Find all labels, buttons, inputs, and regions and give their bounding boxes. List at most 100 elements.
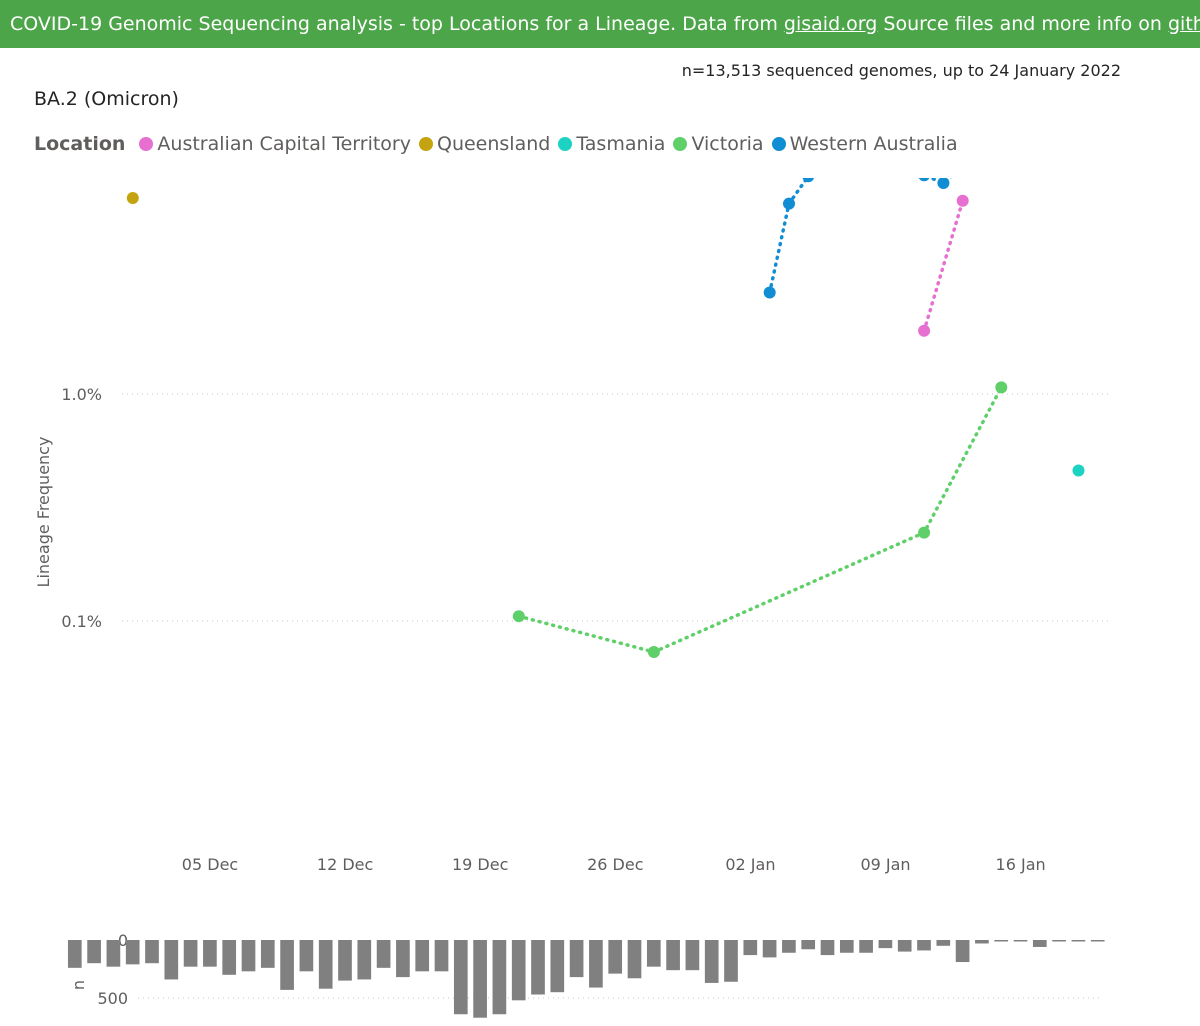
legend-item-queensland[interactable]: Queensland	[418, 133, 550, 155]
sample-count-bar[interactable]	[743, 940, 758, 956]
sample-count-bar[interactable]	[569, 940, 584, 978]
legend-dot-act	[139, 137, 154, 151]
series-line-australian-capital-territory	[922, 199, 965, 333]
sample-count-bar[interactable]	[859, 940, 873, 953]
sample-count-bar[interactable]	[994, 940, 1009, 942]
sample-count-bar[interactable]	[453, 940, 468, 1015]
data-point-victoria[interactable]	[647, 646, 660, 659]
legend-dot-victoria	[673, 137, 688, 151]
sample-count-bar[interactable]	[685, 940, 700, 971]
y-axis-title: Lineage Frequency	[34, 437, 53, 588]
sample-count-bar[interactable]	[801, 940, 816, 950]
sample-count-bar[interactable]	[839, 940, 854, 953]
sample-count-bar[interactable]	[260, 940, 275, 968]
sample-count-bar[interactable]	[473, 940, 487, 1018]
data-point-western-australia[interactable]	[763, 286, 776, 299]
bar-y-tick-label: 500	[97, 989, 128, 1008]
sample-count-bar[interactable]	[724, 940, 738, 982]
sample-count-bar[interactable]	[434, 940, 449, 972]
legend-dot-tasmania	[558, 137, 573, 151]
sample-count-bar[interactable]	[415, 940, 430, 972]
sample-count-bar[interactable]	[125, 940, 140, 965]
sample-count-bar[interactable]	[357, 940, 372, 980]
sample-count-bar[interactable]	[1090, 940, 1105, 942]
sample-count-bar[interactable]	[878, 940, 893, 949]
series-layer	[126, 134, 1085, 659]
sample-count-bar[interactable]	[589, 940, 603, 988]
sample-count-bar[interactable]	[608, 940, 623, 974]
data-point-tasmania[interactable]	[1072, 464, 1085, 477]
sample-count-bar[interactable]	[955, 940, 970, 963]
data-point-western-australia[interactable]	[918, 169, 930, 182]
data-point-victoria[interactable]	[512, 610, 525, 623]
data-point-victoria[interactable]	[995, 381, 1008, 394]
sample-count-bar[interactable]	[164, 940, 179, 980]
lineage-title: BA.2 (Omicron)	[34, 88, 179, 110]
sample-count-bar[interactable]	[241, 940, 256, 972]
sample-count-bar[interactable]	[917, 940, 931, 951]
sample-count-bar[interactable]	[627, 940, 642, 979]
sample-count-bar[interactable]	[820, 940, 835, 956]
sample-count-bar[interactable]	[1071, 940, 1086, 942]
data-point-australian-capital-territory[interactable]	[918, 324, 931, 337]
data-point-western-australia[interactable]	[783, 197, 795, 210]
sample-count-bar[interactable]	[106, 940, 121, 967]
sample-count-bar[interactable]	[1013, 940, 1028, 942]
legend-item-tasmania[interactable]: Tasmania	[558, 133, 665, 155]
sample-count-bar[interactable]	[318, 940, 333, 989]
x-tick-label: 26 Dec	[587, 855, 643, 874]
legend-item-victoria[interactable]: Victoria	[673, 133, 764, 155]
sample-count-bar[interactable]	[762, 940, 777, 958]
data-point-western-australia[interactable]	[976, 144, 988, 156]
sample-count-bar[interactable]	[704, 940, 719, 983]
github-link[interactable]: github	[1168, 13, 1200, 35]
sample-count-bar[interactable]	[222, 940, 237, 975]
legend-item-western-australia[interactable]: Western Australia	[771, 133, 958, 155]
sample-count-bar[interactable]	[550, 940, 565, 993]
legend-label-victoria: Victoria	[691, 133, 764, 155]
sample-count-bar[interactable]	[492, 940, 507, 1015]
bar-y-axis-title: n	[69, 980, 88, 990]
sample-count-bar[interactable]	[1052, 940, 1066, 942]
header-banner: COVID-19 Genomic Sequencing analysis - t…	[0, 0, 1200, 48]
sample-count-bar[interactable]	[203, 940, 217, 967]
sample-count-bar[interactable]	[975, 940, 989, 944]
sample-count-bar[interactable]	[376, 940, 391, 968]
sample-count-bar[interactable]	[87, 940, 101, 964]
sample-count-bar[interactable]	[646, 940, 661, 967]
sample-count-bar[interactable]	[897, 940, 912, 952]
x-tick-label: 16 Jan	[996, 855, 1046, 874]
sample-count-bar[interactable]	[299, 940, 314, 972]
sample-count-bar[interactable]	[511, 940, 526, 1001]
y-tick-label: 1.0%	[61, 385, 102, 404]
legend-item-act[interactable]: Australian Capital Territory	[139, 133, 411, 155]
gisaid-link[interactable]: gisaid.org	[783, 13, 878, 35]
series-line-victoria	[517, 385, 1004, 654]
sample-count-bar[interactable]	[531, 940, 545, 995]
data-point-queensland[interactable]	[126, 192, 139, 205]
sample-count-bar[interactable]	[67, 940, 82, 968]
legend-label-act: Australian Capital Territory	[157, 133, 411, 155]
data-point-western-australia[interactable]	[1034, 134, 1046, 146]
sequence-count-note: n=13,513 sequenced genomes, up to 24 Jan…	[681, 61, 1121, 80]
y-tick-label: 0.1%	[61, 612, 102, 631]
sample-count-bar[interactable]	[280, 940, 294, 990]
legend-label-western-australia: Western Australia	[789, 133, 958, 155]
sample-count-bar[interactable]	[936, 940, 951, 946]
sample-count-bar[interactable]	[145, 940, 159, 964]
chart-legend: Location Australian Capital Territory Qu…	[34, 131, 966, 157]
sample-count-bar[interactable]	[666, 940, 680, 971]
sample-count-bar[interactable]	[396, 940, 410, 978]
data-point-western-australia[interactable]	[937, 177, 950, 190]
sample-count-bar[interactable]	[782, 940, 796, 953]
data-point-western-australia[interactable]	[802, 170, 815, 183]
sample-count-bar[interactable]	[1032, 940, 1047, 947]
x-tick-label: 09 Jan	[860, 855, 910, 874]
data-point-victoria[interactable]	[918, 526, 931, 539]
data-point-australian-capital-territory[interactable]	[956, 194, 969, 207]
data-point-western-australia[interactable]	[860, 159, 872, 171]
sample-count-bar[interactable]	[338, 940, 352, 981]
legend-title: Location	[34, 133, 126, 155]
banner-middle: Source files and more info on	[877, 13, 1168, 35]
sample-count-bar[interactable]	[183, 940, 198, 967]
